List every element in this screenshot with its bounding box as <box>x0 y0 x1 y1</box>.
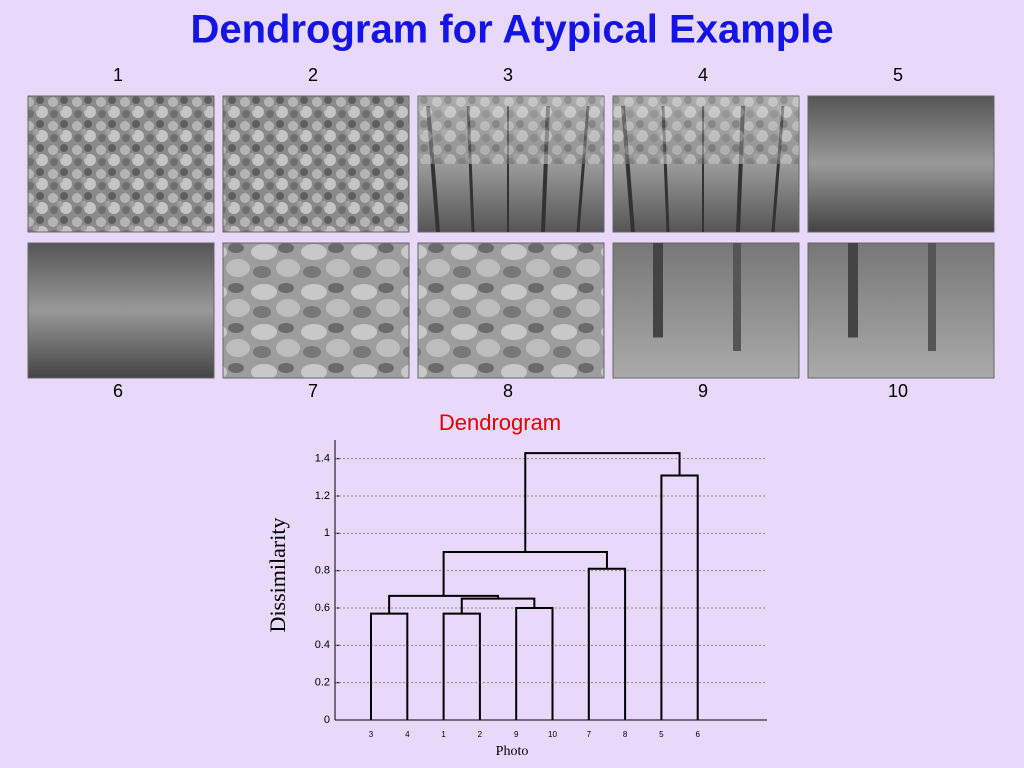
photo-trunk <box>733 243 741 351</box>
dendrogram-link <box>388 594 500 614</box>
photo <box>222 242 410 379</box>
x-tick-label: 6 <box>695 730 700 739</box>
y-tick-label: 1.2 <box>315 490 330 502</box>
photo-label: 9 <box>698 381 708 401</box>
dendrogram-link <box>460 597 536 614</box>
photo-trunk <box>653 243 663 338</box>
x-tick-label: 1 <box>441 730 446 739</box>
y-axis-label: Dissimilarity <box>265 518 290 633</box>
photo-label: 7 <box>308 381 318 401</box>
dendrogram-link <box>587 567 627 720</box>
photo-label: 10 <box>888 381 908 401</box>
photo <box>27 242 215 379</box>
photo-grid: 1 2 3 4 5 6 7 8 9 10 <box>27 65 995 401</box>
x-tick-label: 5 <box>659 730 664 739</box>
dendrogram-link <box>524 452 681 552</box>
photo <box>807 242 995 379</box>
y-tick-label: 0.4 <box>315 639 330 651</box>
x-tick-label: 8 <box>623 730 628 739</box>
y-tick-label: 0 <box>324 714 330 726</box>
photo-trunk <box>928 243 936 351</box>
dendrogram-link <box>442 612 481 720</box>
y-tick-label: 0.8 <box>315 565 330 577</box>
photo <box>27 95 215 233</box>
photo-label: 8 <box>503 381 513 401</box>
x-tick-label: 9 <box>514 730 519 739</box>
dendrogram-link <box>370 612 409 720</box>
dendrogram-link <box>442 551 608 596</box>
y-tick-label: 0.6 <box>315 602 330 614</box>
photo-label: 3 <box>503 65 513 85</box>
photo <box>222 95 410 233</box>
dendrogram-link <box>515 607 554 720</box>
photo-foliage <box>613 96 799 164</box>
photo-foliage <box>418 96 604 164</box>
dendrogram-link <box>660 474 699 720</box>
photo <box>417 242 605 379</box>
y-tick-label: 1 <box>324 527 330 539</box>
x-tick-label: 2 <box>478 730 483 739</box>
y-tick-label: 1.4 <box>315 453 330 465</box>
x-tick-label: 4 <box>405 730 410 739</box>
dendrogram-chart: Dendrogram Dissimilarity Photo 0 0.2 0.4 0.… <box>265 410 767 759</box>
photo <box>807 95 995 233</box>
x-axis-label: Photo <box>496 744 529 759</box>
photo-label: 2 <box>308 65 318 85</box>
photo-label: 6 <box>113 381 123 401</box>
x-tick-label: 10 <box>548 730 557 739</box>
x-tick-label: 7 <box>587 730 592 739</box>
slide-title: Dendrogram for Atypical Example <box>190 8 833 52</box>
photo-label: 4 <box>698 65 708 85</box>
y-tick-label: 0.2 <box>315 677 330 689</box>
chart-title: Dendrogram <box>439 410 561 435</box>
x-tick-label: 3 <box>369 730 374 739</box>
photo-label: 5 <box>893 65 903 85</box>
photo <box>612 242 800 379</box>
photo-trunk <box>848 243 858 338</box>
photo-label: 1 <box>113 65 123 85</box>
